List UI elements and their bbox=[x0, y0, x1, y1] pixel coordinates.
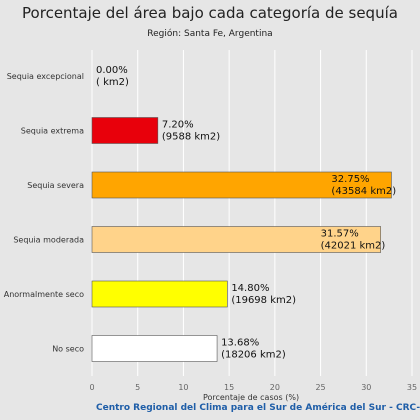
x-tick-label: 20 bbox=[270, 383, 280, 392]
x-tick-labels: 0 5 10 15 20 25 30 35 bbox=[89, 383, 417, 392]
x-tick-label: 0 bbox=[89, 383, 94, 392]
data-label-area: (18206 km2) bbox=[221, 350, 286, 361]
data-label-percent: 32.75% bbox=[331, 174, 369, 185]
x-tick-label: 15 bbox=[224, 383, 234, 392]
category-label: Sequia excepcional bbox=[7, 72, 84, 81]
data-label-area: ( km2) bbox=[96, 77, 129, 88]
data-labels: 0.00%( km2) 7.20%(9588 km2) 32.75%(43584 k… bbox=[96, 65, 396, 361]
category-label: Sequia severa bbox=[27, 181, 84, 190]
x-tick-label: 35 bbox=[407, 383, 417, 392]
bars bbox=[91, 117, 392, 362]
chart-subtitle: Región: Santa Fe, Argentina bbox=[147, 28, 272, 39]
data-label-percent: 31.57% bbox=[321, 229, 359, 240]
category-label: Anormalmente seco bbox=[4, 290, 84, 299]
x-tick-label: 25 bbox=[315, 383, 325, 392]
x-tick-label: 5 bbox=[135, 383, 140, 392]
grid-lines bbox=[91, 50, 413, 376]
data-label-percent: 0.00% bbox=[96, 65, 128, 76]
footer-credit: Centro Regional del Clima para el Sur de… bbox=[96, 402, 420, 413]
category-label: Sequia moderada bbox=[13, 236, 84, 245]
bar bbox=[91, 171, 392, 199]
data-label-area: (19698 km2) bbox=[231, 295, 296, 306]
category-label: Sequia extrema bbox=[21, 127, 84, 136]
category-labels: Sequia excepcional Sequia extrema Sequia s… bbox=[4, 72, 84, 354]
data-label-area: (9588 km2) bbox=[162, 132, 220, 143]
bar bbox=[91, 280, 228, 308]
x-tick-label: 10 bbox=[178, 383, 188, 392]
x-axis-label: Porcentaje de casos (%) bbox=[203, 393, 299, 402]
data-label-percent: 7.20% bbox=[162, 120, 194, 131]
data-label-percent: 13.68% bbox=[221, 338, 259, 349]
chart-title: Porcentaje del área bajo cada categoría … bbox=[22, 4, 398, 22]
data-label-area: (42021 km2) bbox=[321, 241, 386, 252]
x-tick-label: 30 bbox=[361, 383, 371, 392]
bar bbox=[91, 335, 218, 362]
bar bbox=[91, 117, 159, 144]
data-label-percent: 14.80% bbox=[231, 283, 269, 294]
data-label-area: (43584 km2) bbox=[331, 186, 396, 197]
category-label: No seco bbox=[52, 345, 84, 354]
bar bbox=[91, 226, 381, 253]
